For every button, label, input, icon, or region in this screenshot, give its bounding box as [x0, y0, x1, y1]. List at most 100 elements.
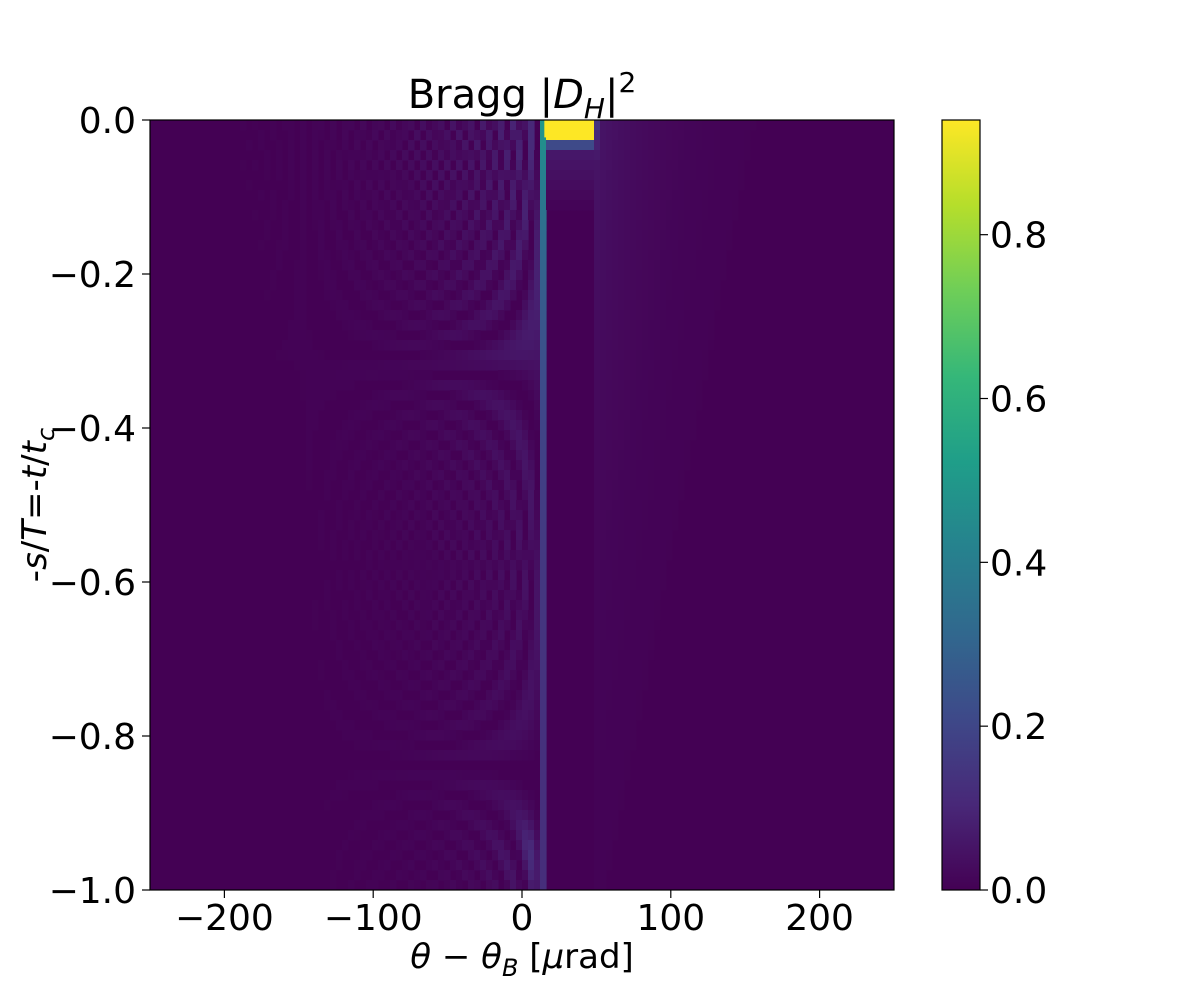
heatmap-cell — [312, 610, 319, 621]
heatmap-cell — [534, 620, 541, 631]
heatmap-cell — [510, 430, 517, 441]
heatmap-cell — [330, 290, 337, 301]
heatmap-cell — [462, 560, 469, 571]
heatmap-cell — [540, 540, 547, 551]
heatmap-cell — [516, 150, 523, 161]
heatmap-cell — [474, 290, 481, 301]
heatmap-cell — [378, 400, 385, 411]
heatmap-cell — [606, 860, 613, 871]
heatmap-cell — [360, 210, 367, 221]
heatmap-cell — [744, 130, 751, 141]
heatmap-cell — [306, 410, 313, 421]
heatmap-cell — [678, 350, 685, 361]
y-axis-label: -s/T=-t/tc — [15, 428, 60, 582]
heatmap-cell — [354, 820, 361, 831]
heatmap-cell — [606, 250, 613, 261]
heatmap-cell — [630, 730, 637, 741]
heatmap-cell — [456, 380, 463, 391]
heatmap-cell — [426, 840, 433, 851]
heatmap-cell — [396, 160, 403, 171]
heatmap-cell — [492, 480, 499, 491]
heatmap-cell — [420, 870, 427, 881]
heatmap-cell — [300, 170, 307, 181]
heatmap-cell — [486, 880, 493, 890]
heatmap-cell — [414, 850, 421, 861]
heatmap-cell — [528, 480, 535, 491]
heatmap-cell — [486, 210, 493, 221]
heatmap-cell — [450, 180, 457, 191]
heatmap-cell — [594, 510, 601, 521]
heatmap-cell — [408, 230, 415, 241]
heatmap-cell — [318, 360, 325, 371]
heatmap-cell — [420, 470, 427, 481]
heatmap-cell — [312, 130, 319, 141]
heatmap-cell — [414, 580, 421, 591]
heatmap-cell — [444, 830, 451, 841]
heatmap-cell — [348, 200, 355, 211]
heatmap-cell — [438, 680, 445, 691]
heatmap-cell — [600, 870, 607, 881]
heatmap-cell — [354, 310, 361, 321]
heatmap-cell — [480, 220, 487, 231]
heatmap-cell — [636, 300, 643, 311]
heatmap-cell — [510, 140, 517, 151]
heatmap-cell — [312, 360, 319, 371]
heatmap-cell — [738, 160, 745, 171]
heatmap-cell — [696, 390, 703, 401]
heatmap-cell — [714, 240, 721, 251]
heatmap-cell — [624, 400, 631, 411]
heatmap-cell — [660, 220, 667, 231]
heatmap-cell — [624, 350, 631, 361]
heatmap-cell — [390, 710, 397, 721]
heatmap-cell — [696, 310, 703, 321]
heatmap-cell — [516, 430, 523, 441]
heatmap-cell — [348, 630, 355, 641]
heatmap-cell — [516, 720, 523, 731]
heatmap-cell — [306, 380, 313, 391]
heatmap-cell — [534, 350, 541, 361]
heatmap-cell — [528, 690, 535, 701]
heatmap-cell — [540, 780, 547, 791]
heatmap-cell — [540, 120, 547, 131]
heatmap-cell — [594, 540, 601, 551]
heatmap-cell — [684, 300, 691, 311]
heatmap-cell — [636, 270, 643, 281]
heatmap-cell — [330, 460, 337, 471]
heatmap-cell — [432, 240, 439, 251]
heatmap-cell — [522, 740, 529, 751]
heatmap-cell — [528, 530, 535, 541]
heatmap-cell — [438, 770, 445, 781]
heatmap-cell — [672, 500, 679, 511]
heatmap-cell — [606, 440, 613, 451]
heatmap-cell — [606, 740, 613, 751]
heatmap-cell — [402, 240, 409, 251]
heatmap-cell — [366, 700, 373, 711]
heatmap-cell — [636, 530, 643, 541]
heatmap-cell — [480, 260, 487, 271]
heatmap-cell — [528, 200, 535, 211]
heatmap-cell — [606, 220, 613, 231]
heatmap-cell — [432, 510, 439, 521]
heatmap-cell — [528, 430, 535, 441]
heatmap-cell — [444, 140, 451, 151]
heatmap-cell — [720, 160, 727, 171]
heatmap-cell — [630, 510, 637, 521]
heatmap-cell — [498, 200, 505, 211]
heatmap-cell — [618, 720, 625, 731]
heatmap-cell — [408, 390, 415, 401]
heatmap-cell — [690, 420, 697, 431]
heatmap-cell — [498, 480, 505, 491]
heatmap-cell — [540, 400, 547, 411]
heatmap-cell — [630, 150, 637, 161]
heatmap-cell — [726, 240, 733, 251]
heatmap-cell — [420, 590, 427, 601]
heatmap-cell — [288, 180, 295, 191]
heatmap-cell — [300, 180, 307, 191]
heatmap-cell — [420, 500, 427, 511]
heatmap-cell — [540, 750, 547, 761]
heatmap-cell — [648, 650, 655, 661]
heatmap-cell — [672, 390, 679, 401]
heatmap-cell — [642, 130, 649, 141]
heatmap-cell — [354, 830, 361, 841]
heatmap-cell — [486, 490, 493, 501]
